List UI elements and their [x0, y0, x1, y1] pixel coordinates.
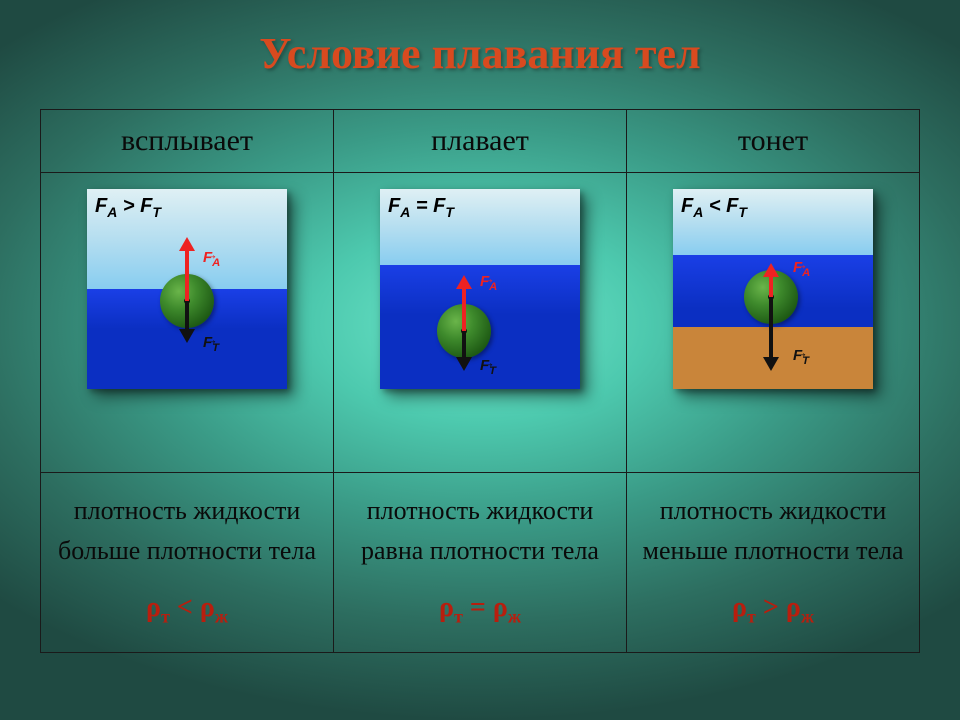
rho-relation-2: ρт > ρж	[641, 586, 905, 631]
fa-label: →FA	[793, 259, 810, 279]
density-text-0: плотность жидкости больше плотности тела	[55, 491, 319, 572]
fa-label: →FA	[480, 273, 497, 293]
diagram-cell-2: FA < FT →FA →FT	[627, 173, 920, 473]
diagram-cell-1: FA = FT →FA →FT	[334, 173, 627, 473]
conditions-table: всплывает плавает тонет FA > FT →FA →FT FA…	[40, 109, 920, 653]
col-header-0: всплывает	[41, 110, 334, 173]
diagram-row: FA > FT →FA →FT FA = FT →FA →FT FA < FT →FA →F…	[41, 173, 920, 473]
ft-label: →FT	[793, 347, 809, 367]
desc-cell-0: плотность жидкости больше плотности тела…	[41, 473, 334, 653]
rho-relation-1: ρт = ρж	[348, 586, 612, 631]
diagram-cell-0: FA > FT →FA →FT	[41, 173, 334, 473]
fa-label: →FA	[203, 249, 220, 269]
force-condition: FA = FT	[388, 195, 454, 220]
force-condition: FA < FT	[681, 195, 747, 220]
density-text-1: плотность жидкости равна плотности тела	[348, 491, 612, 572]
diagram-sinks: FA < FT →FA →FT	[673, 189, 873, 389]
desc-cell-2: плотность жидкости меньше плотности тела…	[627, 473, 920, 653]
force-condition: FA > FT	[95, 195, 161, 220]
desc-cell-1: плотность жидкости равна плотности тела …	[334, 473, 627, 653]
col-header-1: плавает	[334, 110, 627, 173]
ft-label: →FT	[203, 334, 219, 354]
rho-relation-0: ρт < ρж	[55, 586, 319, 631]
ft-label: →FT	[480, 357, 496, 377]
col-header-2: тонет	[627, 110, 920, 173]
diagram-floats-up: FA > FT →FA →FT	[87, 189, 287, 389]
density-text-2: плотность жидкости меньше плотности тела	[641, 491, 905, 572]
header-row: всплывает плавает тонет	[41, 110, 920, 173]
description-row: плотность жидкости больше плотности тела…	[41, 473, 920, 653]
diagram-floats: FA = FT →FA →FT	[380, 189, 580, 389]
page-title: Условие плавания тел	[259, 28, 700, 79]
